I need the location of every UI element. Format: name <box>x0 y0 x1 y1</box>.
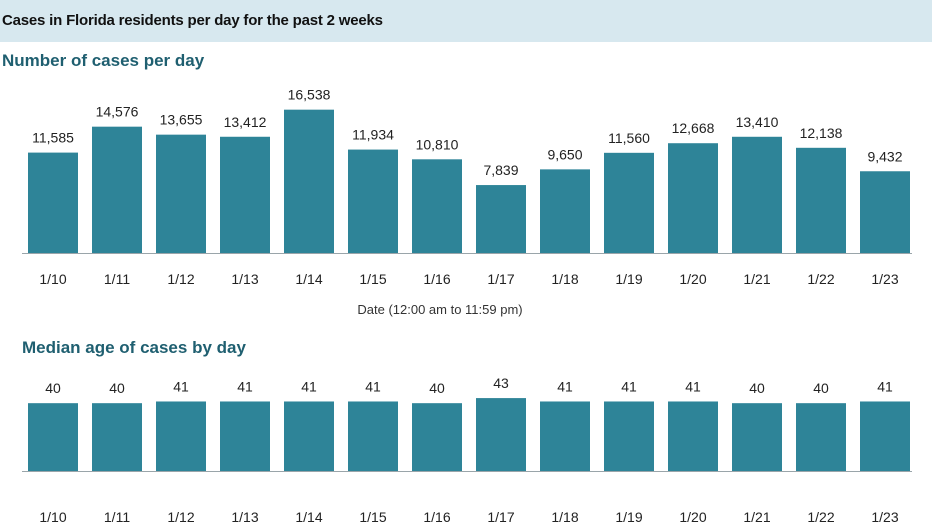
bar <box>220 136 270 253</box>
x-tick-label: 1/12 <box>167 509 194 524</box>
bar <box>668 143 718 253</box>
x-tick-label: 1/10 <box>39 509 66 524</box>
bar <box>28 403 78 471</box>
x-tick-label: 1/19 <box>615 509 642 524</box>
bar <box>284 109 334 253</box>
bar <box>732 136 782 253</box>
data-label: 40 <box>813 380 829 396</box>
x-tick-label: 1/20 <box>679 271 706 287</box>
x-tick-label: 1/22 <box>807 509 834 524</box>
bar <box>732 403 782 471</box>
data-label: 11,560 <box>608 130 650 146</box>
cases-chart-title: Number of cases per day <box>2 51 205 70</box>
bar <box>92 126 142 253</box>
bar <box>604 152 654 253</box>
bar <box>796 403 846 471</box>
bar <box>348 401 398 471</box>
data-label: 9,432 <box>867 148 902 164</box>
bar <box>156 134 206 253</box>
x-tick-label: 1/13 <box>231 271 258 287</box>
x-axis-title: Date (12:00 am to 11:59 pm) <box>357 302 522 317</box>
data-label: 16,538 <box>288 87 331 103</box>
bar <box>668 401 718 471</box>
x-tick-label: 1/20 <box>679 509 706 524</box>
x-tick-label: 1/18 <box>551 271 578 287</box>
x-tick-label: 1/16 <box>423 271 450 287</box>
header-banner: Cases in Florida residents per day for t… <box>0 0 932 42</box>
data-label: 12,668 <box>672 120 715 136</box>
data-label: 9,650 <box>547 146 582 162</box>
data-label: 41 <box>877 378 893 394</box>
page-title: Cases in Florida residents per day for t… <box>2 12 383 29</box>
bar <box>476 398 526 471</box>
x-tick-label: 1/19 <box>615 271 642 287</box>
chart-1: 11,585 1/10 14,576 1/11 13,655 1/12 13,412 1/13… <box>22 87 912 317</box>
data-label: 11,585 <box>32 130 74 146</box>
bar <box>156 401 206 471</box>
data-label: 41 <box>173 378 189 394</box>
bar <box>28 152 78 253</box>
data-label: 41 <box>237 378 253 394</box>
data-label: 13,410 <box>736 114 779 130</box>
bar <box>604 401 654 471</box>
x-tick-label: 1/15 <box>359 509 386 524</box>
data-label: 13,655 <box>160 112 203 128</box>
bar <box>476 185 526 253</box>
bar <box>348 149 398 253</box>
bar <box>412 403 462 471</box>
data-label: 41 <box>301 378 317 394</box>
bar <box>860 171 910 253</box>
data-label: 40 <box>109 380 125 396</box>
data-label: 41 <box>365 378 381 394</box>
data-label: 7,839 <box>483 162 518 178</box>
data-label: 40 <box>429 380 445 396</box>
x-tick-label: 1/17 <box>487 271 514 287</box>
bar <box>92 403 142 471</box>
x-tick-label: 1/22 <box>807 271 834 287</box>
bar <box>284 401 334 471</box>
data-label: 41 <box>621 378 637 394</box>
x-tick-label: 1/12 <box>167 271 194 287</box>
bar <box>412 159 462 253</box>
x-tick-label: 1/11 <box>104 509 130 524</box>
data-label: 40 <box>749 380 765 396</box>
data-label: 40 <box>45 380 61 396</box>
data-label: 43 <box>493 375 509 391</box>
x-tick-label: 1/21 <box>743 509 770 524</box>
x-tick-label: 1/18 <box>551 509 578 524</box>
x-tick-label: 1/10 <box>39 271 66 287</box>
data-label: 41 <box>685 378 701 394</box>
data-label: 12,138 <box>800 125 843 141</box>
x-tick-label: 1/23 <box>871 271 898 287</box>
bar <box>540 169 590 253</box>
data-label: 41 <box>557 378 573 394</box>
x-tick-label: 1/14 <box>295 509 322 524</box>
data-label: 14,576 <box>96 104 139 120</box>
x-tick-label: 1/23 <box>871 509 898 524</box>
x-tick-label: 1/13 <box>231 509 258 524</box>
data-label: 11,934 <box>352 127 394 143</box>
data-label: 13,412 <box>224 114 267 130</box>
age-chart-title: Median age of cases by day <box>22 338 246 357</box>
bar <box>220 401 270 471</box>
x-tick-label: 1/11 <box>104 271 130 287</box>
bar <box>796 147 846 253</box>
chart-2: 40 1/10 40 1/11 41 1/12 41 1/13 41 1/14 41 1/15 40 1/… <box>22 375 912 524</box>
x-tick-label: 1/17 <box>487 509 514 524</box>
x-tick-label: 1/15 <box>359 271 386 287</box>
bar <box>860 401 910 471</box>
data-label: 10,810 <box>416 136 459 152</box>
x-tick-label: 1/21 <box>743 271 770 287</box>
x-tick-label: 1/14 <box>295 271 322 287</box>
x-tick-label: 1/16 <box>423 509 450 524</box>
bar <box>540 401 590 471</box>
